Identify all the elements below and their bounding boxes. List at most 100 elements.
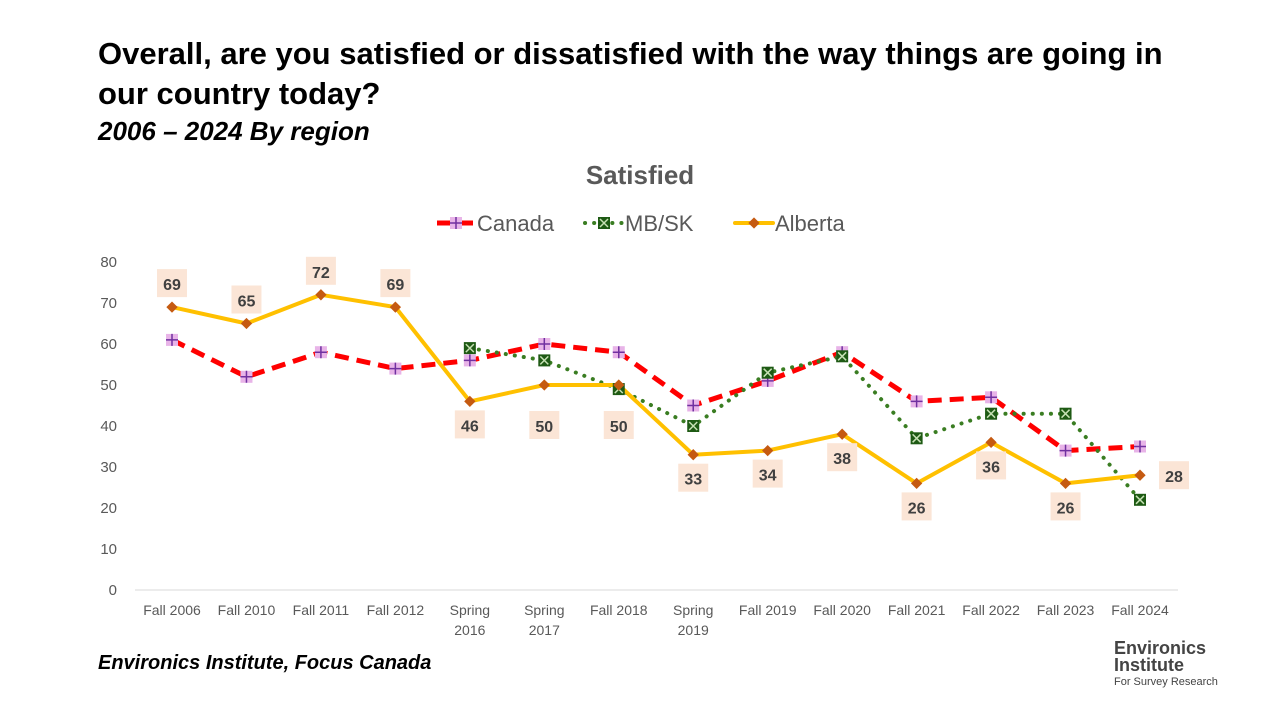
data-label: 69 — [386, 277, 404, 294]
data-point-Canada-cross — [985, 391, 998, 404]
data-label-bg — [901, 492, 932, 521]
data-point-Alberta — [613, 379, 625, 391]
x-tick-label: Fall 2012 — [367, 602, 425, 618]
data-point-Alberta — [762, 444, 774, 457]
data-label: 26 — [908, 500, 926, 517]
data-point-Alberta — [687, 449, 699, 461]
data-point-Canada-cross — [687, 399, 700, 412]
y-tick-label: 0 — [109, 582, 117, 599]
data-label: 69 — [163, 277, 181, 294]
data-point-Alberta — [836, 428, 848, 440]
data-point-Canada-cross — [314, 346, 327, 359]
data-point-Alberta — [315, 289, 327, 301]
data-label: 36 — [982, 459, 1000, 476]
data-point-Canada-cross — [612, 346, 625, 359]
data-point-MB/SK-x — [688, 421, 698, 431]
data-label-bg — [305, 256, 336, 285]
x-tick-label: 2019 — [678, 622, 709, 638]
chart-heading: Overall, are you satisfied or dissatisfi… — [98, 36, 1163, 111]
y-tick-label: 10 — [100, 541, 117, 558]
x-tick-label: Fall 2024 — [1111, 602, 1169, 618]
data-point-MB/SK-x — [1061, 409, 1071, 419]
data-point-Canada-cross — [463, 354, 476, 367]
data-point-Alberta — [985, 436, 997, 449]
data-label: 50 — [610, 419, 628, 436]
data-label-bg — [454, 410, 485, 439]
data-label: 50 — [535, 419, 553, 436]
x-tick-label: Fall 2010 — [218, 602, 276, 618]
logo-line3: For Survey Research — [1114, 676, 1218, 688]
logo-line1: Environics — [1114, 638, 1207, 658]
data-label-bg — [678, 463, 709, 492]
x-tick-label: Fall 2018 — [590, 602, 648, 618]
x-tick-label: Spring — [673, 602, 713, 618]
y-tick-label: 20 — [100, 500, 117, 517]
data-label-bg — [827, 443, 858, 472]
x-tick-label: 2016 — [454, 622, 485, 638]
x-tick-label: Fall 2023 — [1037, 602, 1095, 618]
legend-label: MB/SK — [625, 211, 694, 236]
x-tick-label: Fall 2021 — [888, 602, 946, 618]
data-label: 38 — [833, 451, 851, 468]
legend-marker-x — [599, 218, 609, 228]
data-point-Alberta — [1134, 469, 1146, 481]
data-label: 34 — [759, 468, 777, 485]
x-tick-label: Fall 2006 — [143, 602, 201, 618]
source-note: Environics Institute, Focus Canada — [98, 652, 432, 674]
logo-line2: Institute — [1114, 655, 1184, 675]
data-point-Canada-cross — [1134, 440, 1146, 453]
legend-marker — [748, 217, 760, 229]
chart-title: Satisfied — [586, 160, 694, 190]
data-label-bg — [380, 269, 411, 298]
data-point-Canada-cross — [389, 362, 402, 375]
legend-label: Alberta — [775, 211, 845, 236]
data-point-MB/SK-x — [763, 368, 773, 378]
data-label: 28 — [1165, 469, 1183, 486]
data-point-Alberta — [166, 301, 178, 313]
y-tick-label: 80 — [100, 254, 117, 271]
data-point-MB/SK-x — [986, 409, 996, 419]
x-tick-label: Spring — [450, 602, 490, 618]
legend-marker-cross — [450, 217, 462, 229]
data-label-bg — [1050, 492, 1081, 521]
data-label: 33 — [684, 472, 702, 489]
y-tick-label: 30 — [100, 459, 117, 476]
x-tick-label: 2017 — [529, 622, 560, 638]
data-label-bg — [752, 459, 783, 488]
series-line-Canada — [170, 337, 1141, 454]
data-label-bg — [529, 411, 560, 439]
data-point-Alberta — [464, 395, 476, 408]
y-tick-label: 60 — [100, 336, 117, 353]
data-point-Canada-cross — [910, 395, 923, 408]
data-point-Canada-cross — [240, 370, 253, 383]
y-tick-label: 70 — [100, 295, 117, 312]
data-label-bg — [157, 269, 187, 298]
series-line-Alberta — [170, 292, 1142, 486]
data-label-bg — [1159, 461, 1189, 490]
data-label: 65 — [238, 294, 256, 311]
y-tick-label: 40 — [100, 418, 117, 435]
data-point-Canada-cross — [1059, 444, 1072, 457]
data-point-Canada-cross — [538, 338, 551, 350]
y-tick-label: 50 — [100, 377, 117, 394]
data-label-bg — [976, 451, 1007, 480]
data-point-MB/SK-x — [539, 355, 549, 365]
data-label: 46 — [461, 418, 479, 435]
data-label: 72 — [312, 265, 330, 282]
legend-label: Canada — [477, 211, 555, 236]
chart-subheading: 2006 – 2024 By region — [98, 116, 370, 146]
x-tick-label: Fall 2011 — [293, 602, 350, 618]
series-line-MB/SK — [467, 346, 1142, 502]
data-point-MB/SK-x — [1135, 495, 1145, 505]
data-label: 26 — [1057, 500, 1075, 517]
x-tick-label: Spring — [524, 602, 564, 618]
data-point-MB/SK-x — [912, 433, 922, 443]
logo: Environics Institute For Survey Research — [1114, 638, 1218, 691]
data-point-Alberta — [910, 477, 923, 490]
data-point-Alberta — [389, 301, 402, 313]
data-label-bg — [231, 285, 262, 314]
data-point-MB/SK-x — [837, 351, 847, 361]
data-point-Alberta — [1059, 477, 1072, 490]
x-tick-label: Fall 2020 — [813, 602, 871, 618]
